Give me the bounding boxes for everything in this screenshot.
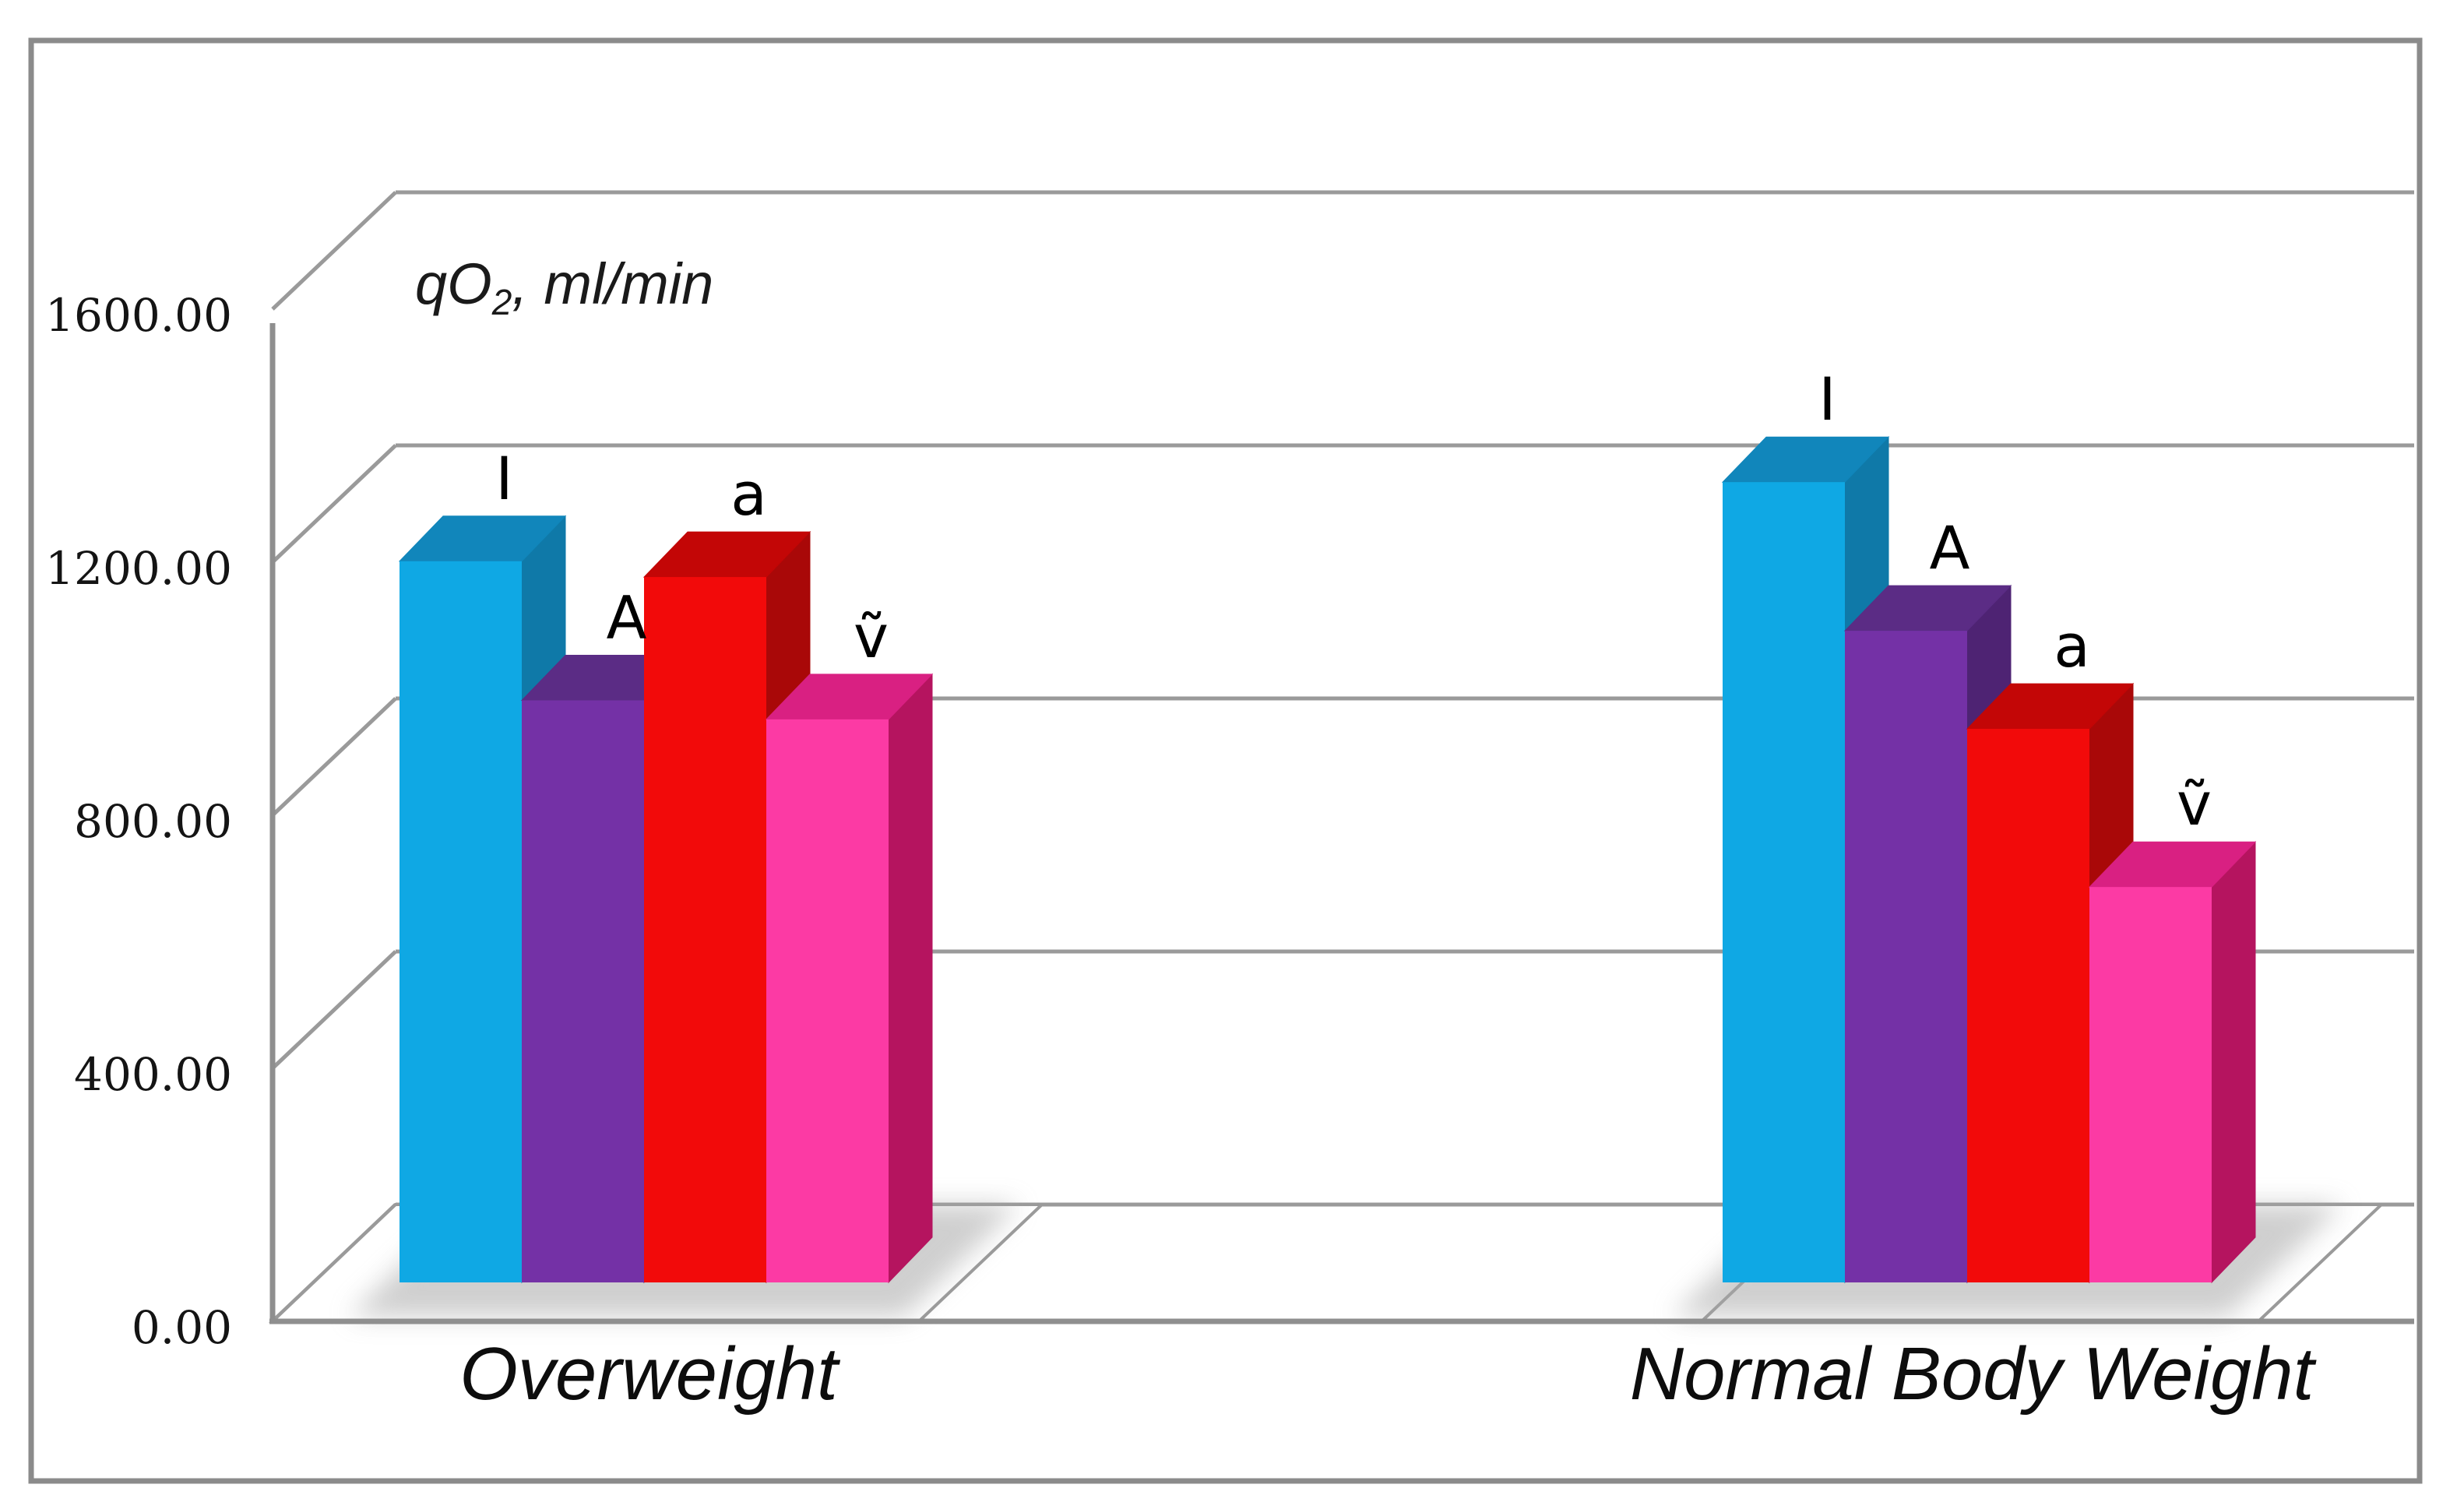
- bar-Overweight-ṽ: [765, 673, 934, 1284]
- bar-front-face: [400, 561, 522, 1282]
- gridline-diagonal-1600.00: [271, 191, 397, 311]
- bar-side-face: [888, 673, 933, 1284]
- axis-title-prefix: qO: [415, 252, 492, 316]
- bar-series-label: ṽ: [854, 602, 889, 671]
- category-label: Normal Body Weight: [1630, 1332, 2317, 1416]
- bar-series-label: a: [2054, 611, 2090, 681]
- bar-front-face: [1845, 631, 1967, 1282]
- value-axis-tick-label: 400.00: [74, 1048, 232, 1101]
- bar-Normal Body Weight-ṽ: [2088, 840, 2257, 1284]
- labels-layer: I Aa ṽ I Aa ṽ 0.00 400.00 800.00 1200.00 1600.00 Ov…: [45, 252, 2316, 1416]
- bar-front-face: [766, 719, 889, 1282]
- bar-series-label: A: [607, 583, 647, 652]
- axis-title-suffix: , ml/min: [512, 252, 713, 316]
- bar-series-label: a: [730, 459, 767, 529]
- bar-series-label: A: [1930, 513, 1970, 582]
- value-axis-tick-label: 0.00: [132, 1301, 232, 1354]
- bar-side-face: [2211, 840, 2256, 1284]
- value-axis-tick-label: 800.00: [74, 795, 232, 848]
- bar-series-label: I: [495, 444, 512, 513]
- figure-border: [28, 37, 2423, 1484]
- value-axis-title: qO2, ml/min: [415, 252, 713, 322]
- bar-front-face: [644, 577, 766, 1282]
- bar-front-face: [1723, 482, 1845, 1282]
- gridline-diagonal-1200.00: [271, 444, 397, 564]
- bar-front-face: [2089, 887, 2212, 1282]
- category-label: Overweight: [459, 1332, 840, 1416]
- axes-layer: [269, 323, 2414, 1324]
- bar-series-label: I: [1818, 364, 1836, 434]
- value-axis-tick-label: 1600.00: [45, 289, 232, 342]
- bars-layer: [398, 435, 2257, 1284]
- figure-border-layer: [28, 37, 2423, 1484]
- gridline-diagonal-800.00: [271, 697, 397, 817]
- bar-front-face: [1967, 729, 2089, 1282]
- bar-front-face: [522, 700, 644, 1282]
- value-axis-tick-label: 1200.00: [45, 542, 232, 595]
- bar-series-label: ṽ: [2177, 769, 2212, 839]
- axis-title-subscript: 2: [491, 282, 512, 322]
- gridline-diagonal-400.00: [271, 950, 397, 1070]
